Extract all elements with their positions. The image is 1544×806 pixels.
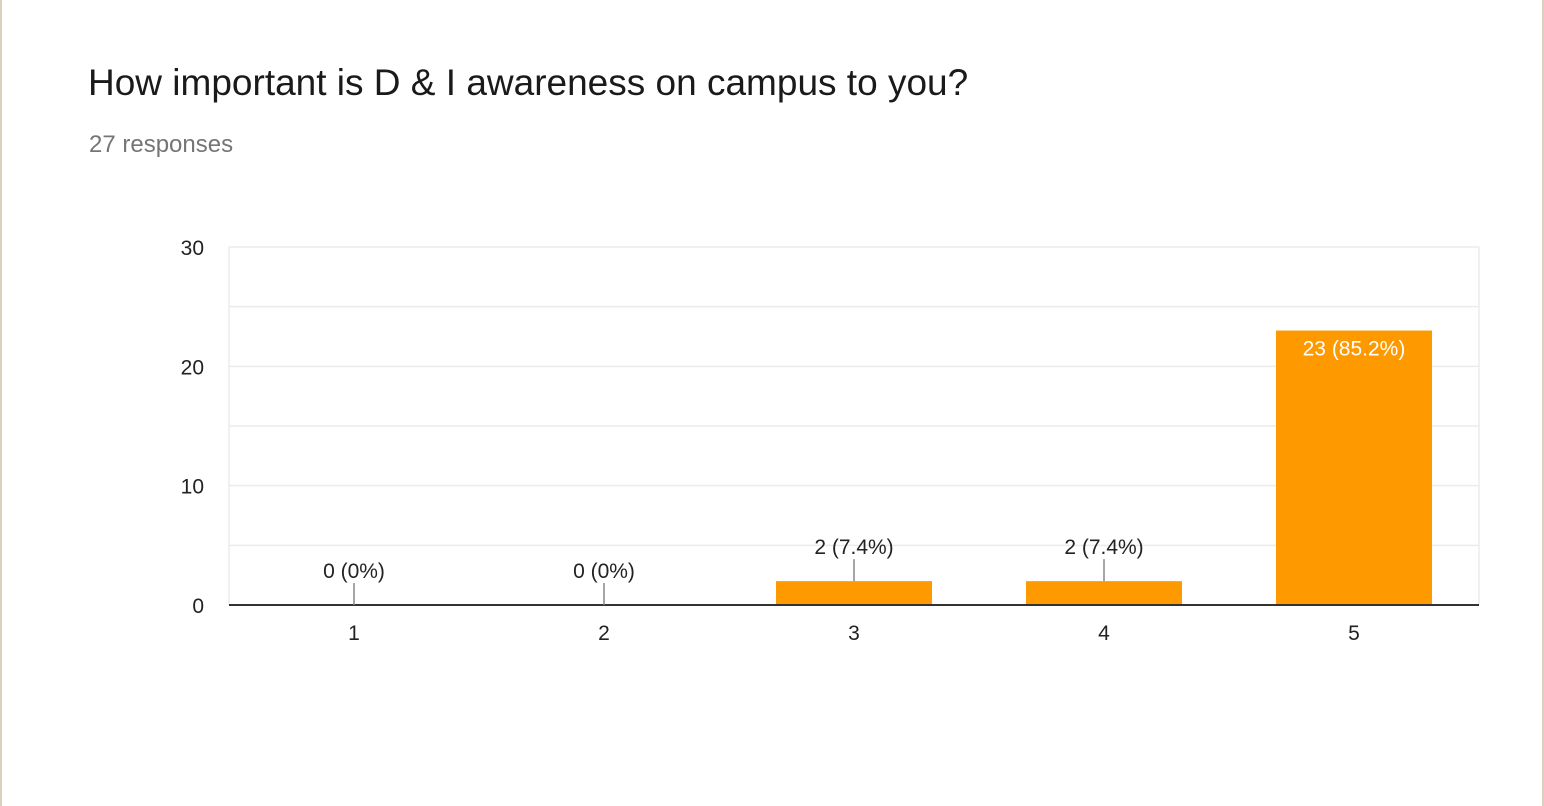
data-label: 2 (7.4%) — [814, 536, 893, 559]
data-label: 0 (0%) — [323, 560, 385, 583]
gridlines — [228, 246, 1480, 605]
bar-5[interactable] — [1276, 330, 1432, 605]
data-label: 23 (85.2%) — [1303, 338, 1406, 361]
y-tick-label: 20 — [181, 356, 204, 379]
data-label: 2 (7.4%) — [1064, 536, 1143, 559]
response-count: 27 responses — [89, 131, 234, 158]
x-tick-label: 1 — [348, 622, 360, 645]
question-title: How important is D & I awareness on camp… — [88, 62, 969, 103]
x-tick-label: 3 — [848, 622, 860, 645]
bar-4[interactable] — [1026, 581, 1182, 605]
y-tick-label: 30 — [181, 237, 204, 260]
axes: 0 10 20 30 1 2 3 4 5 — [181, 237, 1479, 645]
data-label: 0 (0%) — [573, 560, 635, 583]
bars — [776, 330, 1432, 605]
x-tick-label: 2 — [598, 622, 610, 645]
data-labels: 0 (0%) 0 (0%) 2 (7.4%) 2 (7.4%) 23 (85.2%) — [323, 338, 1405, 605]
x-tick-label: 5 — [1348, 622, 1360, 645]
y-tick-label: 0 — [192, 595, 204, 618]
x-tick-label: 4 — [1098, 622, 1110, 645]
y-tick-label: 10 — [181, 476, 204, 499]
bar-3[interactable] — [776, 581, 932, 605]
